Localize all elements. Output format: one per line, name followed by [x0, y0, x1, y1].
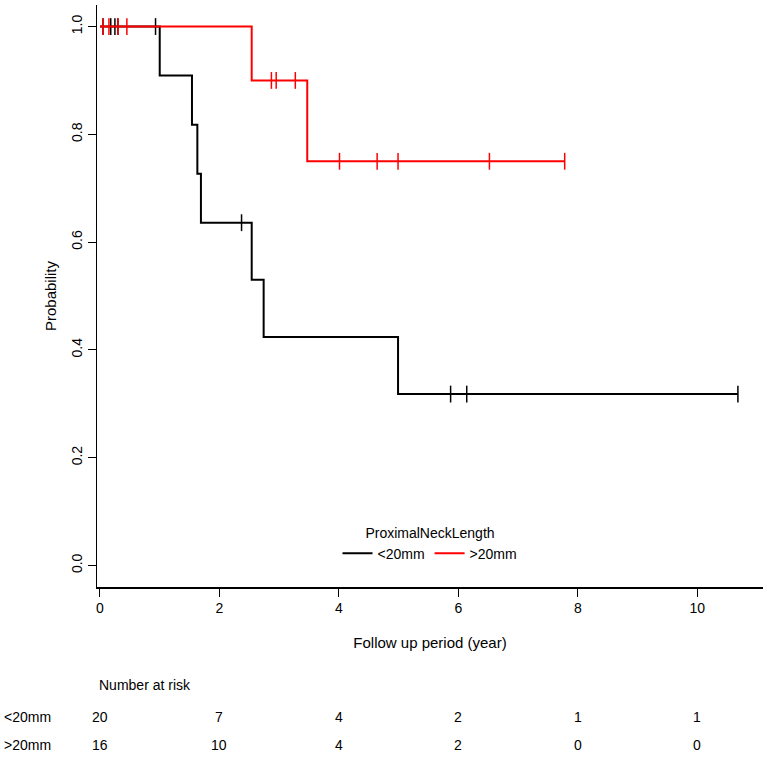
svg-text:0: 0: [574, 737, 582, 753]
svg-text:7: 7: [215, 709, 223, 725]
svg-text:0.2: 0.2: [69, 446, 85, 466]
svg-text:4: 4: [335, 737, 343, 753]
svg-text:0.0: 0.0: [69, 553, 85, 573]
svg-text:>20mm: >20mm: [4, 737, 51, 753]
svg-text:4: 4: [335, 709, 343, 725]
svg-text:6: 6: [454, 600, 462, 616]
svg-text:1: 1: [693, 709, 701, 725]
svg-text:1: 1: [574, 709, 582, 725]
svg-text:>20mm: >20mm: [470, 546, 517, 562]
svg-text:<20mm: <20mm: [378, 546, 425, 562]
svg-text:4: 4: [335, 600, 343, 616]
svg-text:2: 2: [216, 600, 224, 616]
svg-text:0: 0: [693, 737, 701, 753]
svg-text:Number at risk: Number at risk: [99, 677, 191, 693]
svg-text:20: 20: [92, 709, 108, 725]
svg-text:Probability: Probability: [42, 260, 59, 331]
svg-text:0.8: 0.8: [69, 122, 85, 142]
svg-text:10: 10: [690, 600, 706, 616]
svg-text:8: 8: [574, 600, 582, 616]
svg-text:0.6: 0.6: [69, 230, 85, 250]
svg-text:0.4: 0.4: [69, 338, 85, 358]
svg-text:Follow up period (year): Follow up period (year): [353, 634, 506, 651]
svg-text:2: 2: [454, 737, 462, 753]
svg-text:16: 16: [92, 737, 108, 753]
svg-text:10: 10: [211, 737, 227, 753]
svg-text:1.0: 1.0: [69, 15, 85, 35]
svg-text:2: 2: [454, 709, 462, 725]
svg-text:ProximalNeckLength: ProximalNeckLength: [365, 525, 494, 541]
svg-text:<20mm: <20mm: [4, 709, 51, 725]
svg-text:0: 0: [96, 600, 104, 616]
